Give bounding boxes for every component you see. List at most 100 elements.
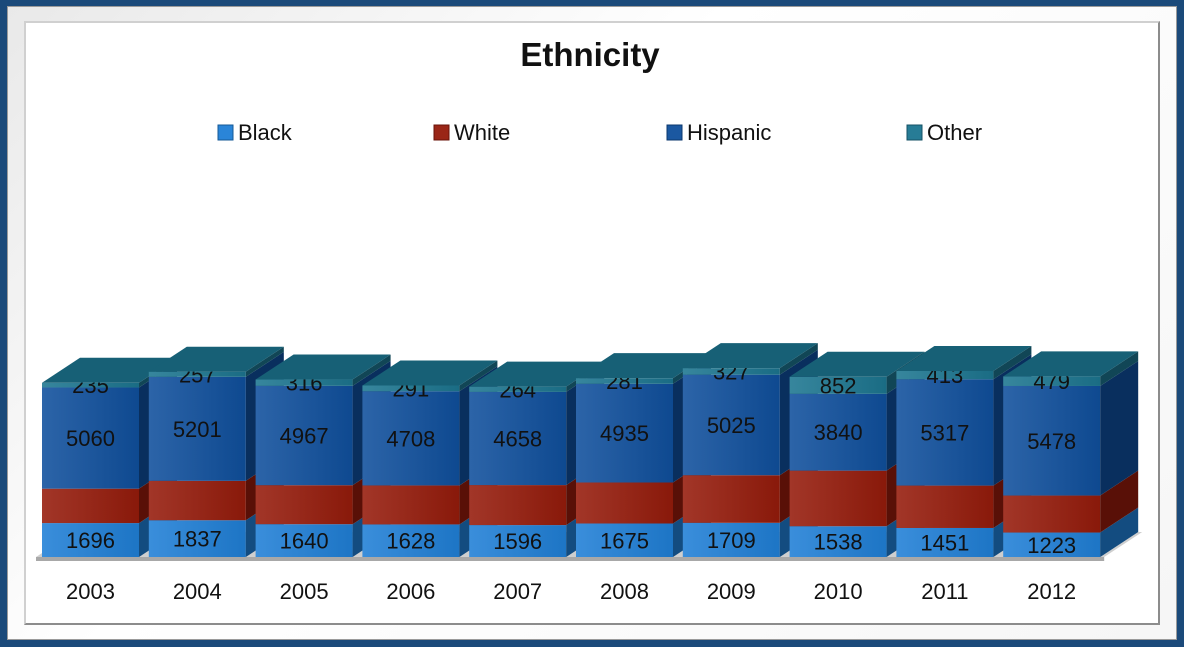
bar-white-2007	[469, 485, 567, 526]
bar-top-2012	[1003, 351, 1139, 377]
x-tick-2008: 2008	[600, 579, 649, 604]
bar-black-2009	[682, 522, 780, 557]
bar-side-other-2004	[245, 346, 284, 377]
bar-hispanic-2006	[362, 391, 460, 486]
legend-item-white: White	[433, 120, 510, 145]
bar-white-2003	[42, 488, 139, 524]
x-tick-2012: 2012	[1027, 579, 1076, 604]
x-tick-2005: 2005	[280, 579, 329, 604]
legend-label-black: Black	[238, 120, 293, 145]
bar-white-2006	[362, 485, 460, 525]
bar-other-2007	[469, 386, 567, 392]
bar-white-2004	[148, 480, 246, 521]
floor-edge	[36, 557, 1105, 561]
data-label-black-2005: 1640	[280, 529, 329, 554]
bar-other-2003	[42, 382, 139, 388]
bar-hispanic-2010	[789, 393, 887, 471]
bar-side-other-2005	[352, 354, 391, 386]
bar-other-2004	[148, 371, 246, 377]
bar-white-2008	[576, 482, 673, 524]
data-label-hispanic-2009: 5025	[707, 413, 756, 438]
bar-top-2010	[789, 351, 925, 377]
data-label-hispanic-2006: 4708	[386, 426, 435, 451]
legend-item-other: Other	[906, 120, 982, 145]
bar-black-2010	[789, 526, 887, 557]
data-label-hispanic-2012: 5478	[1027, 429, 1076, 454]
bar-other-2005	[255, 379, 353, 386]
bar-white-2010	[789, 470, 887, 527]
legend-item-black: Black	[217, 120, 293, 145]
data-label-hispanic-2004: 5201	[173, 417, 222, 442]
bar-side-other-2009	[779, 343, 818, 375]
x-tick-2009: 2009	[707, 579, 756, 604]
data-label-hispanic-2007: 4658	[493, 427, 542, 452]
x-tick-2004: 2004	[173, 579, 222, 604]
bar-black-2006	[362, 524, 460, 557]
bar-hispanic-2003	[42, 387, 139, 489]
bar-side-other-2011	[993, 345, 1032, 380]
data-label-hispanic-2008: 4935	[600, 421, 649, 446]
bar-hispanic-2004	[148, 376, 246, 481]
legend-label-white: White	[454, 120, 510, 145]
legend-label-other: Other	[927, 120, 982, 145]
bar-other-2008	[576, 378, 673, 384]
bar-side-hispanic-2012	[1100, 360, 1139, 496]
x-tick-2010: 2010	[814, 579, 863, 604]
data-label-black-2004: 1837	[173, 527, 222, 552]
bar-top-2007	[469, 361, 605, 387]
bar-other-2011	[896, 370, 994, 380]
bar-side-other-2012	[1100, 351, 1139, 386]
bar-other-2012	[1003, 376, 1101, 386]
bar-white-2011	[896, 485, 994, 528]
legend-swatch-hispanic	[666, 124, 683, 141]
bar-other-2006	[362, 385, 460, 392]
data-label-black-2006: 1628	[386, 529, 435, 554]
bar-black-2012	[1003, 532, 1101, 557]
data-label-black-2008: 1675	[600, 528, 649, 553]
data-label-other-2010: 852	[820, 373, 857, 398]
data-label-hispanic-2011: 5317	[920, 420, 969, 445]
bar-top-2005	[255, 354, 391, 380]
legend: Black White Hispanic Other	[217, 120, 982, 145]
bar-top-2004	[148, 346, 284, 372]
bar-top-2006	[362, 360, 498, 386]
bar-hispanic-2005	[255, 385, 353, 486]
bar-hispanic-2009	[682, 374, 780, 476]
bar-black-2008	[576, 523, 673, 557]
bar-hispanic-2008	[576, 383, 673, 483]
bar-black-2003	[42, 523, 139, 557]
legend-swatch-other	[906, 124, 923, 141]
x-tick-2011: 2011	[921, 579, 968, 604]
x-axis-ticks: 2003 2004 2005 2006 2007 2008 2009 2010 2011 2012	[66, 579, 1076, 604]
bar-white-2012	[1003, 495, 1101, 533]
x-tick-2003: 2003	[66, 579, 115, 604]
legend-label-hispanic: Hispanic	[687, 120, 771, 145]
x-tick-2006: 2006	[386, 579, 435, 604]
bar-black-2011	[896, 527, 994, 557]
bar-white-2009	[682, 475, 780, 523]
data-label-black-2003: 1696	[66, 528, 115, 553]
bars: 1696506023518375201257164049673161628470…	[42, 343, 1139, 558]
chart-title: Ethnicity	[520, 36, 660, 73]
bar-side-other-2006	[459, 360, 498, 392]
bar-top-2003	[42, 357, 177, 383]
data-label-black-2007: 1596	[493, 529, 542, 554]
bar-top-2011	[896, 345, 1032, 371]
bar-top-2008	[576, 353, 711, 379]
x-tick-2007: 2007	[493, 579, 542, 604]
data-label-hispanic-2003: 5060	[66, 426, 115, 451]
legend-swatch-white	[433, 124, 450, 141]
data-label-black-2010: 1538	[814, 530, 863, 555]
bar-black-2004	[148, 520, 246, 557]
data-label-black-2012: 1223	[1027, 533, 1076, 558]
bar-black-2005	[255, 524, 353, 557]
bar-hispanic-2007	[469, 391, 567, 486]
legend-swatch-black	[217, 124, 234, 141]
bar-hispanic-2012	[1003, 385, 1101, 496]
bar-side-black-2012	[1100, 507, 1139, 557]
data-label-hispanic-2010: 3840	[814, 420, 863, 445]
